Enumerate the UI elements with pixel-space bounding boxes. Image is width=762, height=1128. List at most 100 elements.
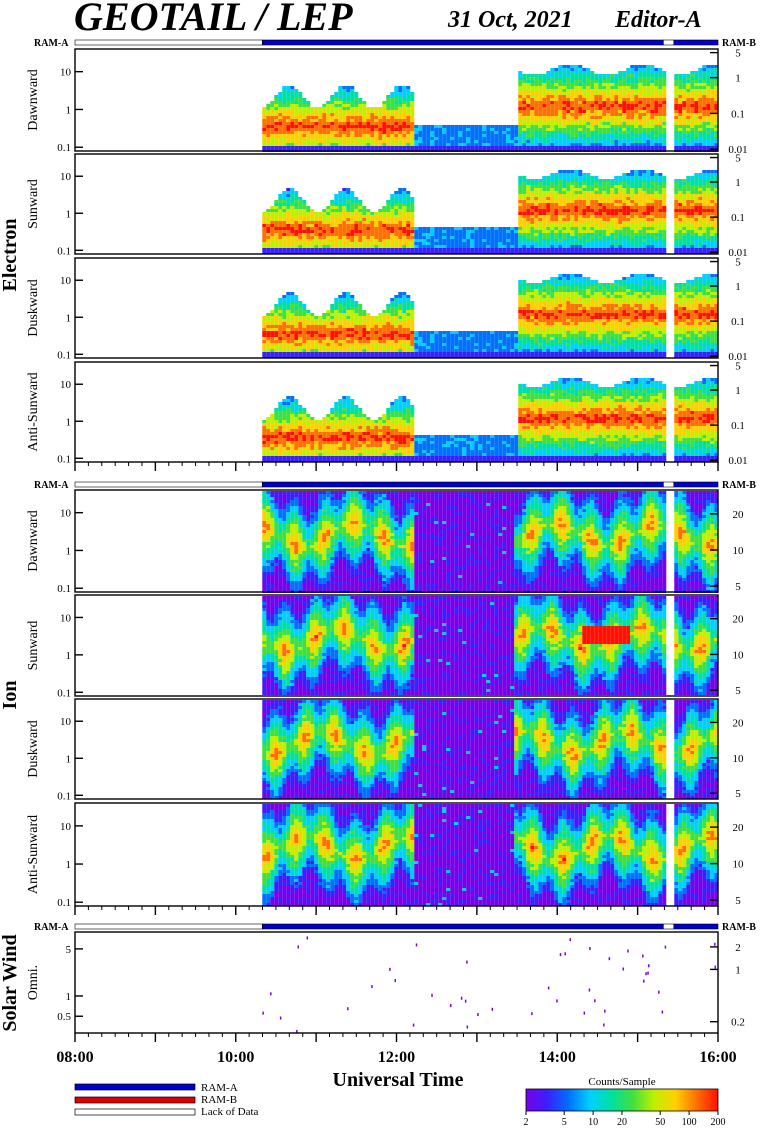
spectro-cell [442, 137, 446, 140]
spectro-cell [674, 224, 678, 227]
spectro-cell [402, 233, 406, 236]
spectro-cell [390, 104, 394, 107]
spectro-cell [378, 125, 382, 128]
spectro-cell [602, 110, 606, 113]
spectro-cell [302, 146, 306, 149]
spectro-cell [622, 242, 626, 245]
spectro-cell [378, 227, 382, 230]
spectro-cell [362, 245, 366, 248]
spectro-cell [582, 140, 586, 143]
spectro-cell [694, 74, 698, 77]
spectro-cell [354, 140, 358, 143]
spectro-cell [314, 337, 318, 340]
spectro-cell [286, 233, 290, 236]
spectro-cell [294, 310, 298, 313]
spectro-cell [358, 349, 362, 352]
spectro-cell [390, 110, 394, 113]
spectro-cell [570, 185, 574, 188]
spectro-cell [338, 125, 342, 128]
spectro-cell [522, 146, 526, 149]
spectro-cell [570, 182, 574, 185]
spectro-cell [430, 248, 434, 251]
spectro-cell [574, 221, 578, 224]
spectro-cell [686, 242, 690, 245]
spectro-cell [414, 146, 418, 149]
spectro-cell [598, 233, 602, 236]
spectro-cell [694, 71, 698, 74]
spectro-cell [290, 89, 294, 92]
spectro-cell [282, 221, 286, 224]
spectro-cell [270, 343, 274, 346]
spectro-cell [338, 203, 342, 206]
spectro-cell [322, 313, 326, 316]
spectro-cell [534, 218, 538, 221]
spectro-cell [346, 134, 350, 137]
spectro-cell [294, 221, 298, 224]
spectro-cell [370, 221, 374, 224]
spectro-cell [318, 218, 322, 221]
spectro-cell [522, 224, 526, 227]
spectro-cell [346, 113, 350, 116]
spectro-cell [302, 218, 306, 221]
spectro-cell [362, 236, 366, 239]
spectro-cell [266, 107, 270, 110]
spectro-cell [310, 337, 314, 340]
spectro-cell [454, 227, 458, 230]
spectro-cell [546, 98, 550, 101]
spectro-cell [566, 182, 570, 185]
spectro-cell [598, 92, 602, 95]
spectro-cell [362, 212, 366, 215]
spectro-cell [558, 182, 562, 185]
spectro-cell [594, 95, 598, 98]
spectro-cell [650, 233, 654, 236]
spectro-cell [678, 224, 682, 227]
spectro-cell [694, 104, 698, 107]
spectro-cell [262, 113, 266, 116]
spectro-cell [262, 248, 266, 251]
spectro-cell [638, 179, 642, 182]
spectro-cell [706, 80, 710, 83]
spectro-cell [286, 143, 290, 146]
spectro-cell [610, 197, 614, 200]
spectro-cell [630, 140, 634, 143]
spectro-cell [350, 337, 354, 340]
spectro-cell [686, 215, 690, 218]
spectro-cell [590, 104, 594, 107]
spectro-cell [302, 125, 306, 128]
spectro-cell [294, 137, 298, 140]
spectro-cell [302, 328, 306, 331]
spectro-cell [346, 206, 350, 209]
spectro-cell [602, 230, 606, 233]
spectro-cell [422, 233, 426, 236]
spectro-cell [638, 80, 642, 83]
spectro-cell [510, 245, 514, 248]
spectro-cell [462, 146, 466, 149]
spectro-cell [446, 230, 450, 233]
spectro-cell [582, 77, 586, 80]
spectro-cell [338, 239, 342, 242]
spectro-cell [394, 230, 398, 233]
spectro-cell [598, 143, 602, 146]
spectro-cell [302, 346, 306, 349]
spectro-cell [282, 346, 286, 349]
spectro-cell [314, 322, 318, 325]
spectro-cell [686, 236, 690, 239]
spectro-cell [306, 131, 310, 134]
spectro-cell [562, 179, 566, 182]
spectro-cell [594, 212, 598, 215]
spectro-cell [270, 209, 274, 212]
spectro-cell [614, 122, 618, 125]
spectro-cell [522, 221, 526, 224]
spectro-cell [562, 224, 566, 227]
spectro-cell [510, 236, 514, 239]
spectro-cell [354, 248, 358, 251]
spectro-cell [338, 227, 342, 230]
spectro-cell [682, 137, 686, 140]
spectro-cell [710, 68, 714, 71]
spectro-cell [662, 230, 666, 233]
spectro-cell [278, 322, 282, 325]
spectro-cell [694, 173, 698, 176]
spectro-cell [554, 98, 558, 101]
spectro-cell [550, 230, 554, 233]
spectro-cell [334, 307, 338, 310]
